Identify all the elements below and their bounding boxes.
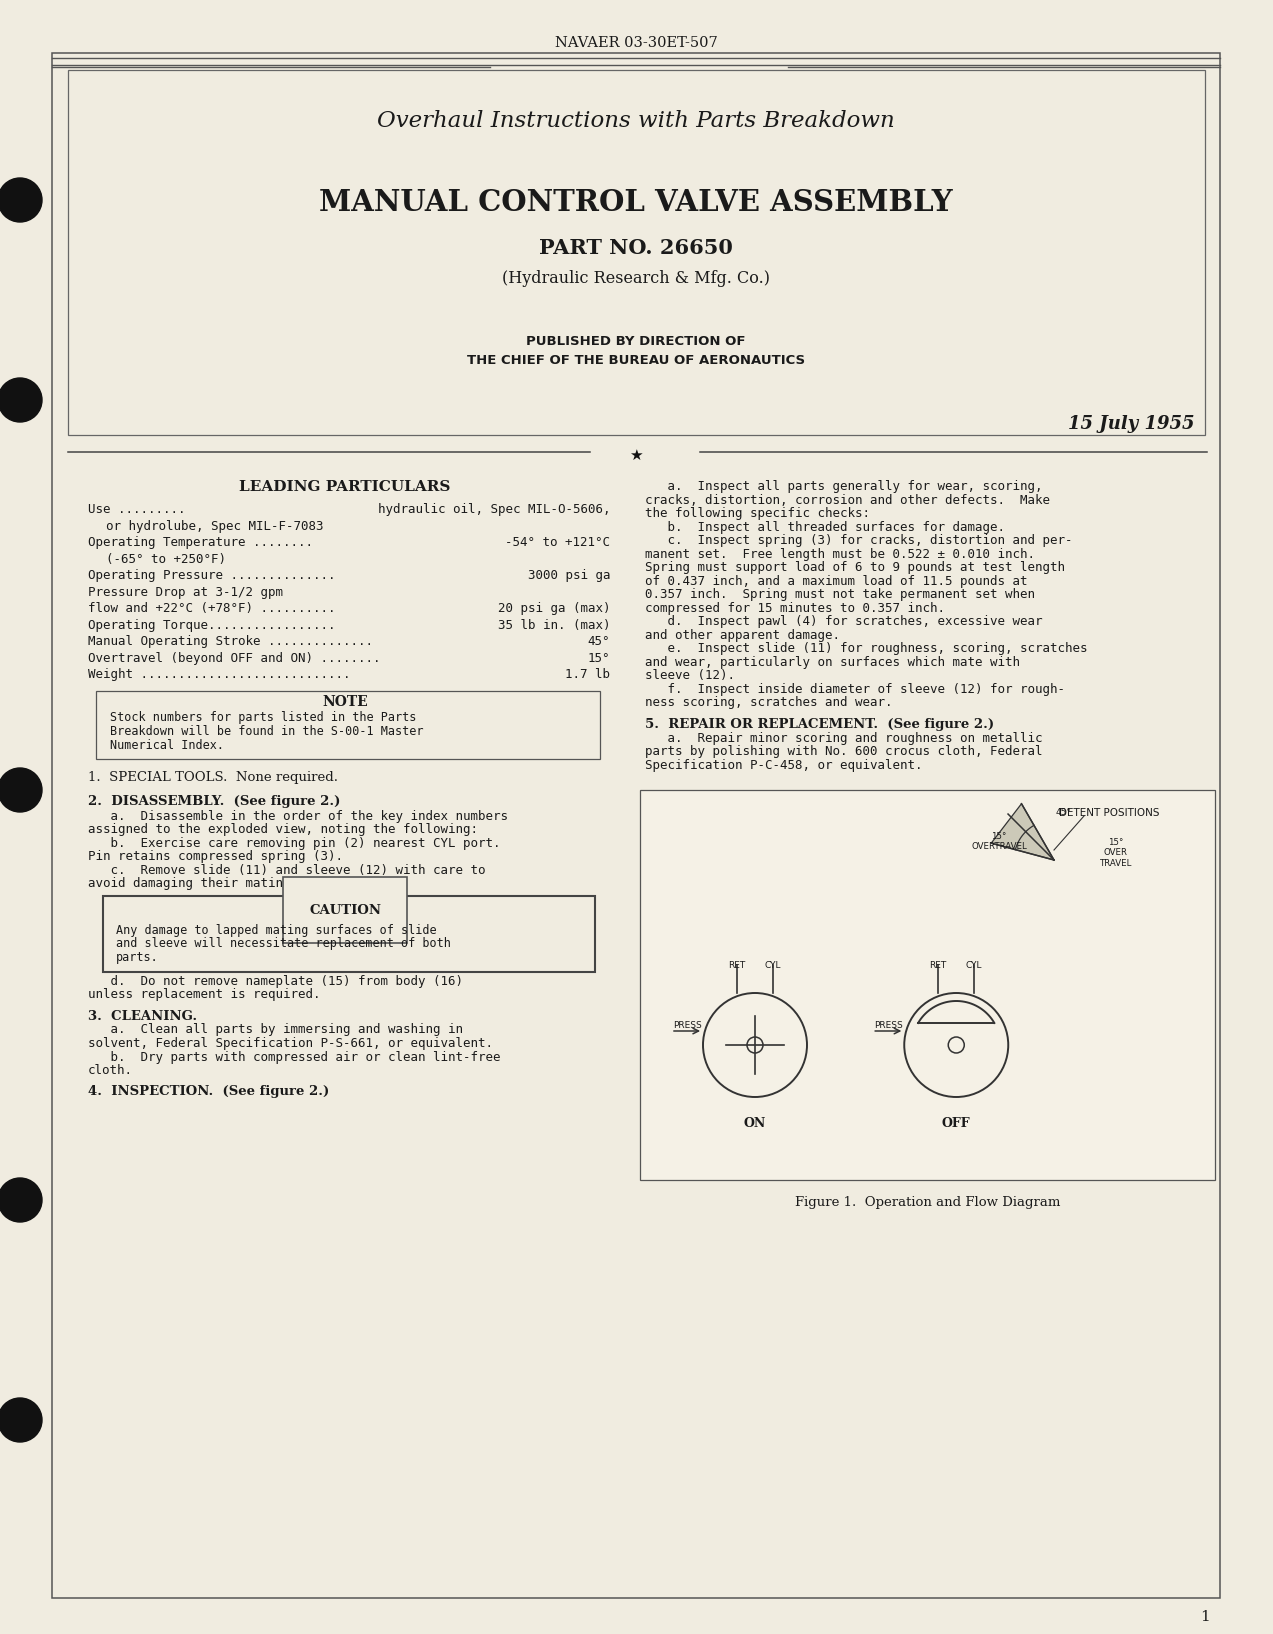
Text: Manual Operating Stroke ..............: Manual Operating Stroke .............. — [88, 636, 373, 649]
Text: ness scoring, scratches and wear.: ness scoring, scratches and wear. — [645, 696, 892, 709]
Text: ON: ON — [743, 1118, 766, 1131]
Text: RET: RET — [929, 961, 947, 971]
Text: Pin retains compressed spring (3).: Pin retains compressed spring (3). — [88, 850, 342, 863]
Text: c.  Remove slide (11) and sleeve (12) with care to: c. Remove slide (11) and sleeve (12) wit… — [88, 863, 485, 876]
Text: a.  Disassemble in the order of the key index numbers: a. Disassemble in the order of the key i… — [88, 809, 508, 822]
Text: Pressure Drop at 3-1/2 gpm: Pressure Drop at 3-1/2 gpm — [88, 585, 283, 598]
Text: OFF: OFF — [942, 1118, 970, 1131]
Text: RET: RET — [728, 961, 746, 971]
Text: (-65° to +250°F): (-65° to +250°F) — [106, 552, 227, 565]
Text: f.  Inspect inside diameter of sleeve (12) for rough-: f. Inspect inside diameter of sleeve (12… — [645, 683, 1066, 696]
FancyBboxPatch shape — [67, 70, 1206, 435]
Text: 3.  CLEANING.: 3. CLEANING. — [88, 1010, 197, 1023]
Text: Overtravel (beyond OFF and ON) ........: Overtravel (beyond OFF and ON) ........ — [88, 652, 381, 665]
Polygon shape — [992, 804, 1054, 859]
Text: of 0.437 inch, and a maximum load of 11.5 pounds at: of 0.437 inch, and a maximum load of 11.… — [645, 575, 1027, 588]
Text: THE CHIEF OF THE BUREAU OF AERONAUTICS: THE CHIEF OF THE BUREAU OF AERONAUTICS — [467, 355, 805, 368]
Text: NAVAER 03-30ET-507: NAVAER 03-30ET-507 — [555, 36, 718, 51]
FancyBboxPatch shape — [95, 691, 600, 758]
Text: 2.  DISASSEMBLY.  (See figure 2.): 2. DISASSEMBLY. (See figure 2.) — [88, 794, 340, 807]
Text: DETENT POSITIONS: DETENT POSITIONS — [1059, 807, 1160, 819]
Text: assigned to the exploded view, noting the following:: assigned to the exploded view, noting th… — [88, 824, 477, 837]
Text: PRESS: PRESS — [873, 1021, 903, 1029]
Text: sleeve (12).: sleeve (12). — [645, 668, 735, 681]
Text: a.  Clean all parts by immersing and washing in: a. Clean all parts by immersing and wash… — [88, 1023, 463, 1036]
Text: manent set.  Free length must be 0.522 ± 0.010 inch.: manent set. Free length must be 0.522 ± … — [645, 547, 1035, 560]
Text: unless replacement is required.: unless replacement is required. — [88, 989, 321, 1002]
Text: Use .........: Use ......... — [88, 503, 186, 516]
Text: PRESS: PRESS — [672, 1021, 701, 1029]
Circle shape — [0, 1178, 42, 1222]
Text: Specification P-C-458, or equivalent.: Specification P-C-458, or equivalent. — [645, 758, 923, 771]
Text: the following specific checks:: the following specific checks: — [645, 507, 869, 520]
Text: a.  Repair minor scoring and roughness on metallic: a. Repair minor scoring and roughness on… — [645, 732, 1043, 745]
Text: cloth.: cloth. — [88, 1064, 132, 1077]
Text: LEADING PARTICULARS: LEADING PARTICULARS — [239, 480, 451, 493]
FancyBboxPatch shape — [52, 52, 1220, 1598]
Text: -54° to +121°C: -54° to +121°C — [505, 536, 610, 549]
Text: CYL: CYL — [966, 961, 983, 971]
Text: CYL: CYL — [765, 961, 782, 971]
Text: NOTE: NOTE — [322, 694, 368, 709]
Text: 15°
OVERTRAVEL: 15° OVERTRAVEL — [971, 832, 1027, 851]
Text: 15 July 1955: 15 July 1955 — [1068, 415, 1195, 433]
Circle shape — [0, 1399, 42, 1441]
Text: 5.  REPAIR OR REPLACEMENT.  (See figure 2.): 5. REPAIR OR REPLACEMENT. (See figure 2.… — [645, 717, 994, 730]
Text: MANUAL CONTROL VALVE ASSEMBLY: MANUAL CONTROL VALVE ASSEMBLY — [320, 188, 952, 217]
Text: 4.  INSPECTION.  (See figure 2.): 4. INSPECTION. (See figure 2.) — [88, 1085, 330, 1098]
Text: ★: ★ — [629, 448, 643, 462]
Text: Numerical Index.: Numerical Index. — [109, 739, 224, 752]
Text: c.  Inspect spring (3) for cracks, distortion and per-: c. Inspect spring (3) for cracks, distor… — [645, 534, 1072, 547]
Text: solvent, Federal Specification P-S-661, or equivalent.: solvent, Federal Specification P-S-661, … — [88, 1038, 493, 1051]
Text: a.  Inspect all parts generally for wear, scoring,: a. Inspect all parts generally for wear,… — [645, 480, 1043, 493]
Text: 15°
OVER
TRAVEL: 15° OVER TRAVEL — [1100, 838, 1132, 868]
Text: (Hydraulic Research & Mfg. Co.): (Hydraulic Research & Mfg. Co.) — [502, 270, 770, 288]
Text: b.  Exercise care removing pin (2) nearest CYL port.: b. Exercise care removing pin (2) neares… — [88, 837, 500, 850]
Text: 1: 1 — [1200, 1609, 1211, 1624]
Text: Any damage to lapped mating surfaces of slide: Any damage to lapped mating surfaces of … — [116, 923, 437, 936]
Text: parts.: parts. — [116, 951, 159, 964]
Text: Operating Pressure ..............: Operating Pressure .............. — [88, 569, 336, 582]
Text: e.  Inspect slide (11) for roughness, scoring, scratches: e. Inspect slide (11) for roughness, sco… — [645, 642, 1087, 655]
Text: PART NO. 26650: PART NO. 26650 — [538, 239, 733, 258]
Text: 1.  SPECIAL TOOLS.  None required.: 1. SPECIAL TOOLS. None required. — [88, 771, 339, 783]
Text: PUBLISHED BY DIRECTION OF: PUBLISHED BY DIRECTION OF — [526, 335, 746, 348]
Text: flow and +22°C (+78°F) ..........: flow and +22°C (+78°F) .......... — [88, 601, 336, 614]
Text: cracks, distortion, corrosion and other defects.  Make: cracks, distortion, corrosion and other … — [645, 493, 1050, 507]
Text: Breakdown will be found in the S-00-1 Master: Breakdown will be found in the S-00-1 Ma… — [109, 724, 424, 737]
Text: hydraulic oil, Spec MIL-O-5606,: hydraulic oil, Spec MIL-O-5606, — [378, 503, 610, 516]
Text: 0.357 inch.  Spring must not take permanent set when: 0.357 inch. Spring must not take permane… — [645, 588, 1035, 601]
Text: Stock numbers for parts listed in the Parts: Stock numbers for parts listed in the Pa… — [109, 711, 416, 724]
Text: b.  Inspect all threaded surfaces for damage.: b. Inspect all threaded surfaces for dam… — [645, 521, 1004, 533]
Text: avoid damaging their mating surfaces.: avoid damaging their mating surfaces. — [88, 877, 365, 891]
Text: and other apparent damage.: and other apparent damage. — [645, 629, 840, 642]
Text: Weight ............................: Weight ............................ — [88, 668, 350, 681]
Text: Figure 1.  Operation and Flow Diagram: Figure 1. Operation and Flow Diagram — [794, 1196, 1060, 1209]
Text: 45°: 45° — [588, 636, 610, 649]
Text: CAUTION: CAUTION — [309, 904, 381, 917]
Text: parts by polishing with No. 600 crocus cloth, Federal: parts by polishing with No. 600 crocus c… — [645, 745, 1043, 758]
Text: or hydrolube, Spec MIL-F-7083: or hydrolube, Spec MIL-F-7083 — [106, 520, 323, 533]
Text: d.  Inspect pawl (4) for scratches, excessive wear: d. Inspect pawl (4) for scratches, exces… — [645, 614, 1043, 627]
Text: Overhaul Instructions with Parts Breakdown: Overhaul Instructions with Parts Breakdo… — [377, 109, 895, 132]
Text: d.  Do not remove nameplate (15) from body (16): d. Do not remove nameplate (15) from bod… — [88, 974, 463, 987]
Text: 15°: 15° — [588, 652, 610, 665]
Text: 1.7 lb: 1.7 lb — [565, 668, 610, 681]
Circle shape — [0, 377, 42, 422]
Text: 20 psi ga (max): 20 psi ga (max) — [498, 601, 610, 614]
Circle shape — [0, 768, 42, 812]
Circle shape — [0, 178, 42, 222]
Text: 3000 psi ga: 3000 psi ga — [527, 569, 610, 582]
Text: Operating Temperature ........: Operating Temperature ........ — [88, 536, 313, 549]
FancyBboxPatch shape — [640, 789, 1214, 1180]
Text: 45°: 45° — [1057, 807, 1072, 817]
Text: Operating Torque.................: Operating Torque................. — [88, 619, 336, 631]
Text: compressed for 15 minutes to 0.357 inch.: compressed for 15 minutes to 0.357 inch. — [645, 601, 945, 614]
Text: b.  Dry parts with compressed air or clean lint-free: b. Dry parts with compressed air or clea… — [88, 1051, 500, 1064]
Text: 35 lb in. (max): 35 lb in. (max) — [498, 619, 610, 631]
Text: and sleeve will necessitate replacement of both: and sleeve will necessitate replacement … — [116, 936, 451, 949]
FancyBboxPatch shape — [103, 895, 594, 972]
Text: and wear, particularly on surfaces which mate with: and wear, particularly on surfaces which… — [645, 655, 1020, 668]
Text: Spring must support load of 6 to 9 pounds at test length: Spring must support load of 6 to 9 pound… — [645, 560, 1066, 574]
